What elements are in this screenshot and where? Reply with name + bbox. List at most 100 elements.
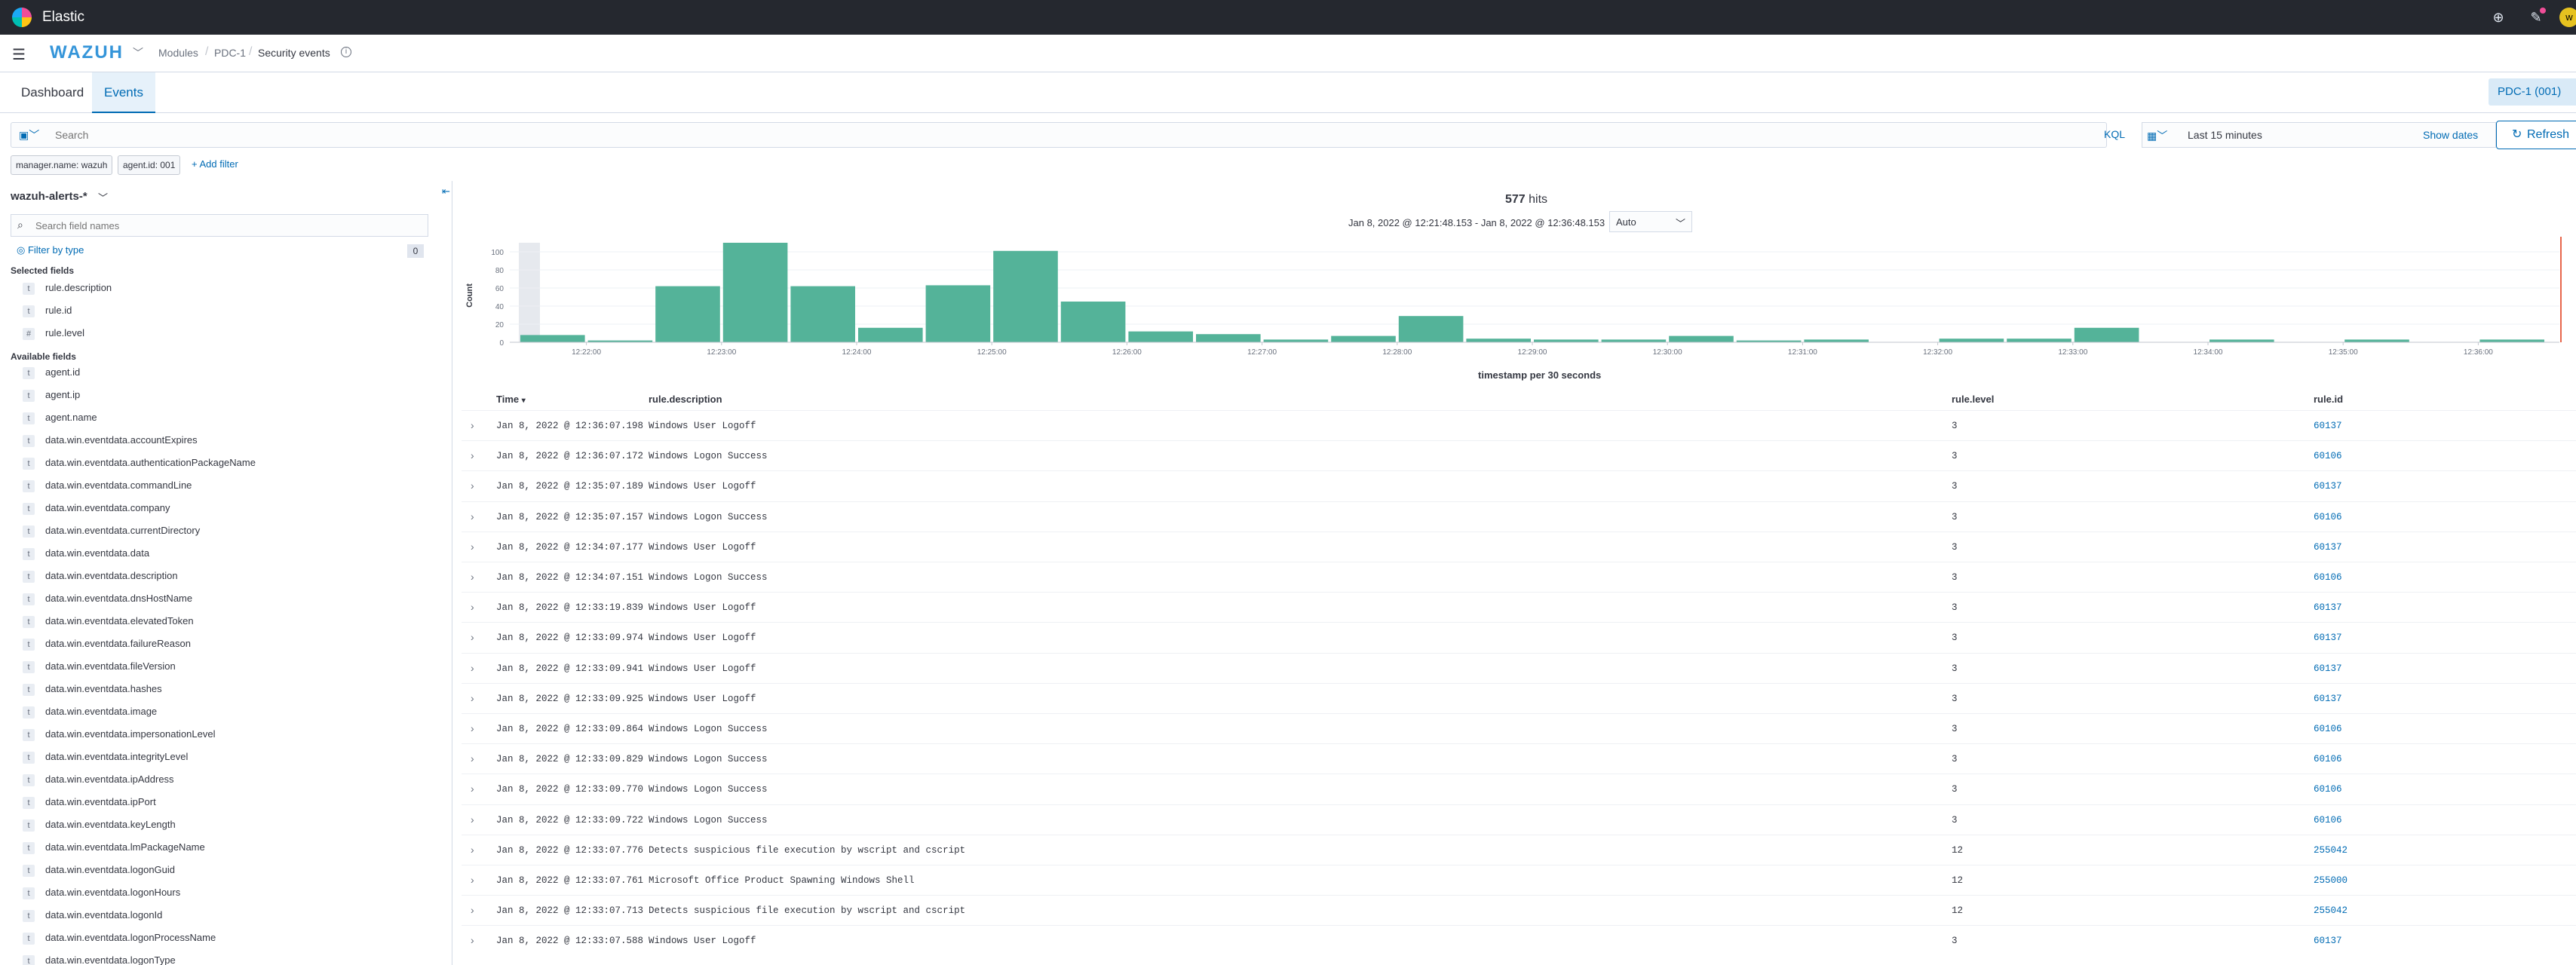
cell-rule-id[interactable]: 255000 xyxy=(2314,875,2348,886)
interval-select[interactable]: Auto ﹀ xyxy=(1609,211,1692,232)
table-row[interactable]: › Jan 8, 2022 @ 12:33:09.829 Windows Logon… xyxy=(462,743,2576,774)
cell-rule-id[interactable]: 60137 xyxy=(2314,602,2342,614)
table-row[interactable]: › Jan 8, 2022 @ 12:35:07.189 Windows User … xyxy=(462,470,2576,501)
cell-rule-id[interactable]: 60137 xyxy=(2314,541,2342,553)
news-feed-icon[interactable]: ✎ xyxy=(2530,10,2542,25)
expand-row-icon[interactable]: › xyxy=(471,934,474,947)
cell-rule-id[interactable]: 60106 xyxy=(2314,572,2342,583)
cell-rule-id[interactable]: 60106 xyxy=(2314,754,2342,765)
show-dates-link[interactable]: Show dates xyxy=(2423,129,2479,141)
chevron-down-icon[interactable]: ﹀ xyxy=(133,47,143,59)
expand-row-icon[interactable]: › xyxy=(471,661,474,674)
expand-row-icon[interactable]: › xyxy=(471,722,474,734)
field-item[interactable]: t data.win.eventdata.description xyxy=(23,570,178,587)
field-item[interactable]: t data.win.eventdata.data xyxy=(23,547,149,564)
expand-row-icon[interactable]: › xyxy=(471,874,474,886)
table-row[interactable]: › Jan 8, 2022 @ 12:34:07.151 Windows Logon… xyxy=(462,562,2576,592)
field-item[interactable]: t data.win.eventdata.impersonationLevel xyxy=(23,728,215,745)
field-search-input[interactable] xyxy=(34,218,411,233)
table-row[interactable]: › Jan 8, 2022 @ 12:33:19.839 Windows User … xyxy=(462,592,2576,622)
help-icon[interactable]: ⊕ xyxy=(2492,10,2504,25)
field-item[interactable]: t data.win.eventdata.ipAddress xyxy=(23,774,174,790)
table-row[interactable]: › Jan 8, 2022 @ 12:36:07.172 Windows Logon… xyxy=(462,440,2576,470)
table-row[interactable]: › Jan 8, 2022 @ 12:33:09.925 Windows User … xyxy=(462,682,2576,713)
cell-rule-id[interactable]: 60137 xyxy=(2314,633,2342,644)
table-row[interactable]: › Jan 8, 2022 @ 12:33:09.864 Windows Logon… xyxy=(462,713,2576,743)
expand-row-icon[interactable]: › xyxy=(471,691,474,704)
field-item[interactable]: t data.win.eventdata.logonProcessName xyxy=(23,932,216,948)
table-row[interactable]: › Jan 8, 2022 @ 12:35:07.157 Windows Logon… xyxy=(462,501,2576,532)
cell-rule-id[interactable]: 60106 xyxy=(2314,724,2342,734)
sort-descending-icon[interactable]: ▾ xyxy=(521,397,526,405)
field-item[interactable]: t agent.id xyxy=(23,366,80,383)
filter-pill-manager[interactable]: manager.name: wazuh xyxy=(11,155,113,175)
field-item[interactable]: t data.win.eventdata.logonHours xyxy=(23,887,180,903)
calendar-icon[interactable]: ▦﹀ xyxy=(2147,130,2168,142)
column-header-description[interactable]: rule.description xyxy=(649,394,722,405)
cell-rule-id[interactable]: 60106 xyxy=(2314,814,2342,826)
field-item[interactable]: t data.win.eventdata.dnsHostName xyxy=(23,593,192,609)
elastic-logo-icon[interactable] xyxy=(12,8,32,27)
field-item[interactable]: t data.win.eventdata.image xyxy=(23,706,157,722)
cell-rule-id[interactable]: 255042 xyxy=(2314,844,2348,856)
expand-row-icon[interactable]: › xyxy=(471,571,474,583)
field-item[interactable]: # rule.level xyxy=(23,327,84,344)
field-item[interactable]: t rule.description xyxy=(23,282,112,299)
table-row[interactable]: › Jan 8, 2022 @ 12:36:07.198 Windows User … xyxy=(462,410,2576,440)
expand-row-icon[interactable]: › xyxy=(471,813,474,826)
cell-rule-id[interactable]: 60106 xyxy=(2314,451,2342,462)
field-item[interactable]: t data.win.eventdata.authenticationPackag… xyxy=(23,457,256,473)
field-item[interactable]: t data.win.eventdata.accountExpires xyxy=(23,434,198,451)
column-header-level[interactable]: rule.level xyxy=(1952,394,1995,405)
field-item[interactable]: t agent.ip xyxy=(23,389,80,406)
field-item[interactable]: t data.win.eventdata.failureReason xyxy=(23,638,191,654)
field-item[interactable]: t data.win.eventdata.currentDirectory xyxy=(23,525,200,541)
field-item[interactable]: t data.win.eventdata.commandLine xyxy=(23,479,192,496)
breadcrumb-agent[interactable]: PDC-1 xyxy=(214,47,247,59)
index-pattern-selector[interactable]: wazuh-alerts-* xyxy=(11,190,87,203)
search-input[interactable] xyxy=(54,126,2044,144)
menu-icon[interactable]: ☰ xyxy=(12,47,26,63)
cell-rule-id[interactable]: 60137 xyxy=(2314,481,2342,492)
expand-row-icon[interactable]: › xyxy=(471,601,474,614)
expand-row-icon[interactable]: › xyxy=(471,449,474,462)
column-header-id[interactable]: rule.id xyxy=(2314,394,2344,405)
expand-row-icon[interactable]: › xyxy=(471,419,474,431)
chevron-down-icon[interactable]: ﹀ xyxy=(98,192,109,204)
cell-rule-id[interactable]: 60137 xyxy=(2314,663,2342,674)
field-item[interactable]: t data.win.eventdata.fileVersion xyxy=(23,660,176,677)
field-item[interactable]: t data.win.eventdata.logonId xyxy=(23,909,162,926)
column-header-time[interactable]: Time ▾ xyxy=(496,394,526,405)
saved-query-icon[interactable]: ▣﹀ xyxy=(19,129,40,141)
collapse-sidebar-icon[interactable]: ⇤ xyxy=(442,185,450,197)
table-row[interactable]: › Jan 8, 2022 @ 12:34:07.177 Windows User … xyxy=(462,531,2576,562)
field-item[interactable]: t data.win.eventdata.elevatedToken xyxy=(23,615,194,632)
add-filter-link[interactable]: + Add filter xyxy=(192,158,238,170)
expand-row-icon[interactable]: › xyxy=(471,510,474,522)
filter-pill-agent[interactable]: agent.id: 001 xyxy=(118,155,181,175)
cell-rule-id[interactable]: 60137 xyxy=(2314,421,2342,431)
table-row[interactable]: › Jan 8, 2022 @ 12:33:09.722 Windows Logon… xyxy=(462,804,2576,835)
table-row[interactable]: › Jan 8, 2022 @ 12:33:07.588 Windows User … xyxy=(462,925,2576,955)
tab-dashboard[interactable]: Dashboard xyxy=(21,85,84,100)
field-item[interactable]: t data.win.eventdata.lmPackageName xyxy=(23,841,205,858)
cell-rule-id[interactable]: 60137 xyxy=(2314,693,2342,704)
table-row[interactable]: › Jan 8, 2022 @ 12:33:09.770 Windows Logon… xyxy=(462,774,2576,804)
table-row[interactable]: › Jan 8, 2022 @ 12:33:09.974 Windows User … xyxy=(462,622,2576,652)
expand-row-icon[interactable]: › xyxy=(471,540,474,553)
table-row[interactable]: › Jan 8, 2022 @ 12:33:09.941 Windows User … xyxy=(462,652,2576,683)
field-item[interactable]: t data.win.eventdata.hashes xyxy=(23,683,162,700)
field-item[interactable]: t agent.name xyxy=(23,412,97,428)
table-row[interactable]: › Jan 8, 2022 @ 12:33:07.776 Detects suspi… xyxy=(462,834,2576,865)
cell-rule-id[interactable]: 60106 xyxy=(2314,511,2342,522)
cell-rule-id[interactable]: 255042 xyxy=(2314,905,2348,917)
field-item[interactable]: t data.win.eventdata.logonType xyxy=(23,954,176,965)
expand-row-icon[interactable]: › xyxy=(471,479,474,492)
cell-rule-id[interactable]: 60137 xyxy=(2314,936,2342,947)
table-row[interactable]: › Jan 8, 2022 @ 12:33:07.761 Microsoft Off… xyxy=(462,865,2576,895)
expand-row-icon[interactable]: › xyxy=(471,752,474,765)
field-item[interactable]: t data.win.eventdata.ipPort xyxy=(23,796,156,813)
field-item[interactable]: t rule.id xyxy=(23,305,72,321)
field-item[interactable]: t data.win.eventdata.logonGuid xyxy=(23,864,175,881)
refresh-button[interactable]: ↻ Refresh xyxy=(2496,121,2576,149)
